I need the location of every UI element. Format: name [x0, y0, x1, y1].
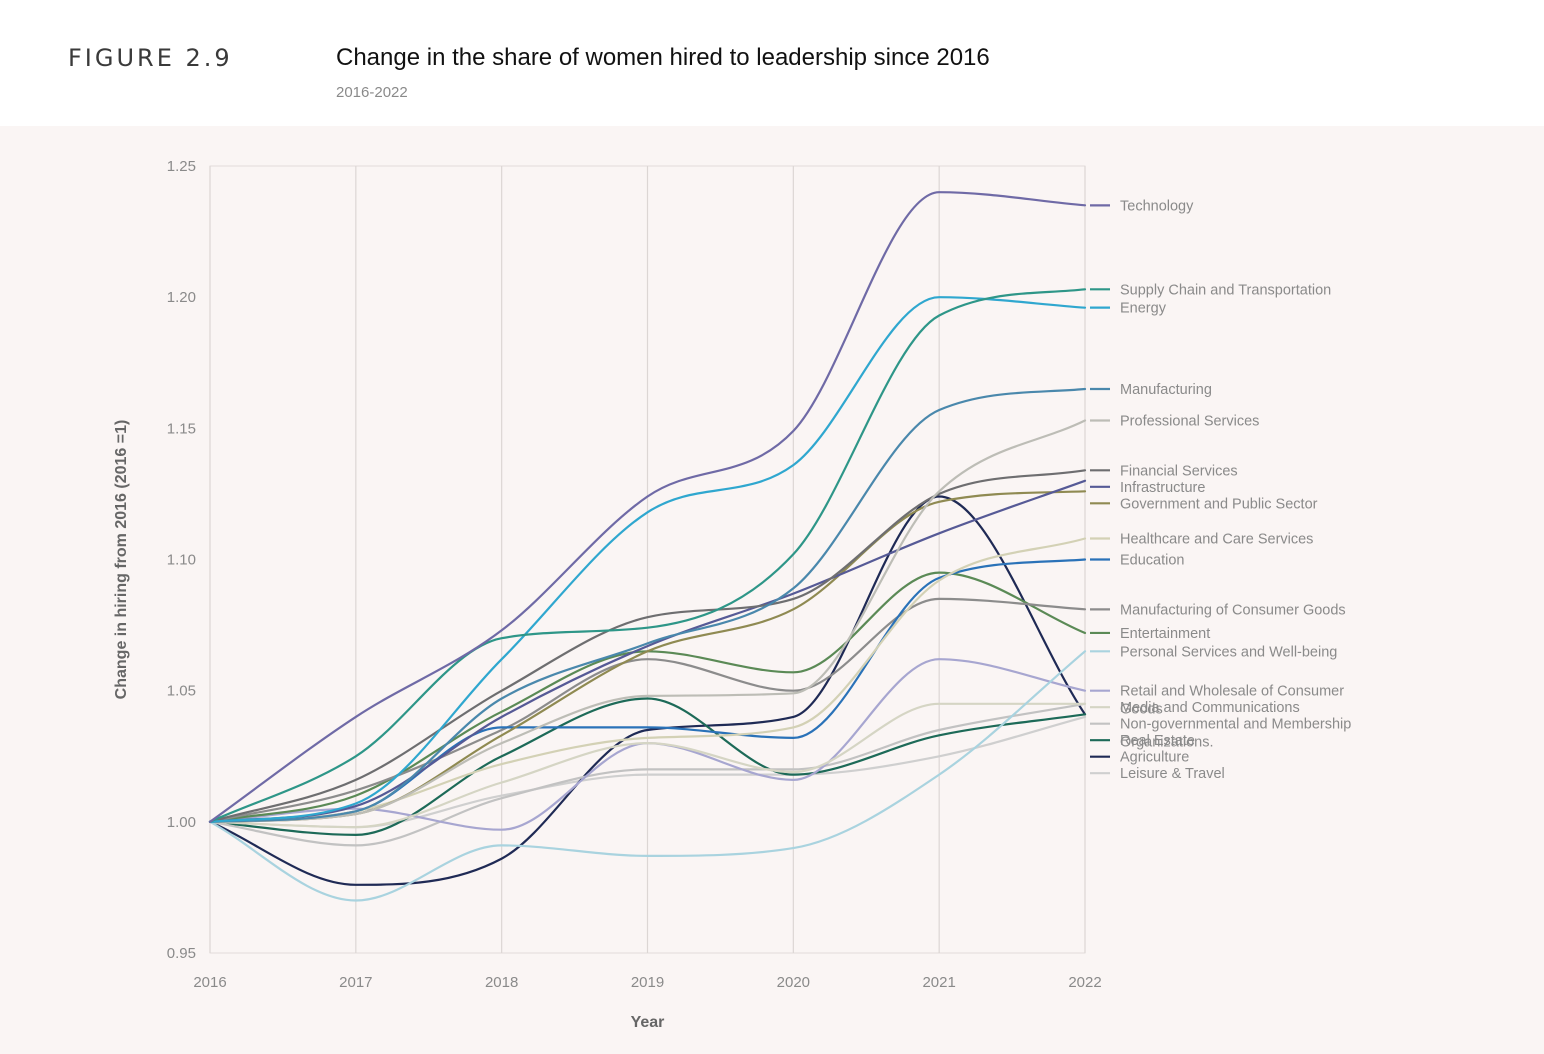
legend-item-manufacturing: Manufacturing	[1090, 382, 1212, 398]
legend-item-retail-and-wholesale-of-consumer-goods: Retail and Wholesale of Consumer Goods	[1090, 684, 1344, 718]
figure-label: FIGURE 2.9	[68, 44, 233, 72]
legend-item-education: Education	[1090, 553, 1185, 569]
series-line-financial-services	[208, 469, 1087, 823]
x-tick-label: 2016	[193, 974, 226, 991]
series-line-infrastructure	[208, 479, 1087, 823]
x-tick-label: 2017	[339, 974, 372, 991]
legend-label: Manufacturing of Consumer Goods	[1120, 602, 1346, 618]
legend-label: Manufacturing	[1120, 382, 1212, 398]
legend-label: Infrastructure	[1120, 480, 1205, 496]
legend-item-real-estate: Real Estate	[1090, 733, 1195, 749]
legend-item-professional-services: Professional Services	[1090, 413, 1259, 429]
series-line-personal-services-and-well-being	[208, 650, 1087, 902]
y-tick-label: 1.20	[167, 289, 196, 306]
series-line-energy	[208, 296, 1087, 823]
legend-item-energy: Energy	[1090, 301, 1167, 317]
legend: Technology Supply Chain and Transportatio…	[1090, 198, 1351, 782]
x-tick-label: 2020	[777, 974, 810, 991]
legend-label: Leisure & Travel	[1120, 766, 1225, 782]
legend-item-infrastructure: Infrastructure	[1090, 480, 1205, 496]
figure-header: FIGURE 2.9 Change in the share of women …	[0, 0, 1544, 126]
x-tick-label: 2018	[485, 974, 518, 991]
chart-subtitle: 2016-2022	[336, 84, 408, 101]
legend-label: Technology	[1120, 198, 1194, 214]
legend-item-technology: Technology	[1090, 198, 1194, 214]
y-tick-label: 1.15	[167, 420, 196, 437]
legend-item-media-and-communications: Media and Communications	[1090, 700, 1300, 716]
x-tick-label: 2022	[1068, 974, 1101, 991]
y-tick-label: 1.00	[167, 814, 196, 831]
legend-label: Entertainment	[1120, 626, 1210, 642]
y-tick-label: 1.25	[167, 158, 196, 175]
legend-label: Agriculture	[1120, 750, 1189, 766]
series-line-supply-chain-and-transportation	[208, 288, 1087, 823]
series-lines	[208, 191, 1087, 902]
legend-label: Media and Communications	[1120, 700, 1300, 716]
legend-label: Professional Services	[1120, 413, 1259, 429]
x-axis-ticks: 2016 2017 2018 2019 2020 2021 2022	[193, 974, 1101, 991]
legend-label: Energy	[1120, 301, 1167, 317]
legend-label: Personal Services and Well-being	[1120, 644, 1337, 660]
series-line-media-and-communications	[208, 702, 1087, 829]
chart-title: Change in the share of women hired to le…	[336, 44, 990, 71]
legend-label: Non-governmental and Membership Organizat…	[1120, 717, 1351, 751]
legend-label: Real Estate	[1120, 733, 1195, 749]
x-tick-label: 2021	[922, 974, 955, 991]
x-axis-title: Year	[631, 1014, 665, 1031]
legend-label: Education	[1120, 553, 1185, 569]
y-axis-title: Change in hiring from 2016 (2016 =1)	[113, 420, 130, 700]
legend-label: Government and Public Sector	[1120, 496, 1318, 512]
series-line-manufacturing	[208, 387, 1087, 823]
legend-item-entertainment: Entertainment	[1090, 626, 1210, 642]
legend-item-supply-chain-and-transportation: Supply Chain and Transportation	[1090, 282, 1331, 298]
legend-label: Supply Chain and Transportation	[1120, 282, 1331, 298]
y-tick-label: 1.05	[167, 683, 196, 700]
series-line-real-estate	[208, 697, 1087, 837]
y-tick-label: 1.10	[167, 552, 196, 569]
series-line-technology	[208, 191, 1087, 823]
legend-item-healthcare-and-care-services: Healthcare and Care Services	[1090, 532, 1313, 548]
legend-item-financial-services: Financial Services	[1090, 463, 1238, 479]
legend-item-manufacturing-of-consumer-goods: Manufacturing of Consumer Goods	[1090, 602, 1346, 618]
legend-label: Retail and Wholesale of Consumer Goods	[1120, 684, 1344, 718]
legend-item-non-governmental-and-membership-organizations: Non-governmental and Membership Organizat…	[1090, 717, 1351, 751]
series-line-professional-services	[208, 419, 1087, 823]
legend-item-personal-services-and-well-being: Personal Services and Well-being	[1090, 644, 1337, 660]
chart-panel	[0, 126, 1544, 1054]
series-line-agriculture	[208, 495, 1087, 886]
x-tick-label: 2019	[631, 974, 664, 991]
legend-item-government-and-public-sector: Government and Public Sector	[1090, 496, 1318, 512]
y-tick-label: 0.95	[167, 945, 196, 962]
y-axis-ticks: 0.95 1.00 1.05 1.10 1.15 1.20 1.25	[167, 158, 196, 962]
legend-label: Healthcare and Care Services	[1120, 532, 1313, 548]
legend-item-leisure-travel: Leisure & Travel	[1090, 766, 1225, 782]
legend-item-agriculture: Agriculture	[1090, 750, 1189, 766]
legend-label: Financial Services	[1120, 463, 1238, 479]
series-line-non-governmental-and-membership-organizations	[208, 702, 1087, 847]
series-line-manufacturing-of-consumer-goods	[208, 597, 1087, 823]
